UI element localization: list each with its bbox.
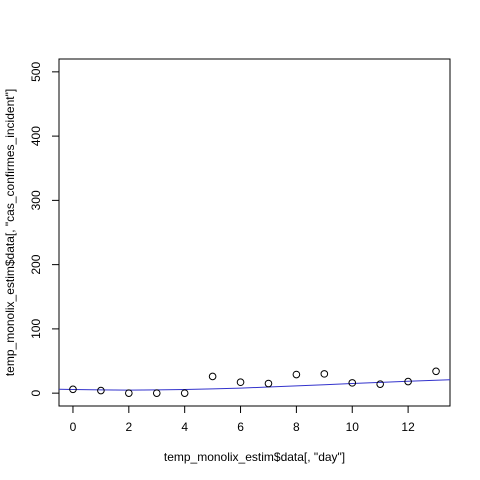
x-tick-label: 4 [181, 420, 188, 434]
y-tick-label: 500 [29, 62, 43, 82]
plot-frame [58, 58, 451, 407]
data-point [97, 386, 105, 395]
series-layer [58, 367, 451, 397]
y-tick-label: 0 [29, 389, 43, 396]
y-tick-label: 100 [29, 319, 43, 339]
x-tick-label: 12 [401, 420, 415, 434]
x-tick-label: 0 [70, 420, 77, 434]
data-point [348, 379, 357, 387]
data-point [264, 379, 273, 388]
x-tick-label: 2 [125, 420, 132, 434]
data-point [125, 389, 133, 397]
y-tick-label: 300 [29, 190, 43, 210]
y-axis: 0 100 200 300 400 500 [29, 62, 60, 396]
x-axis-title: temp_monolix_estim$data[, "day"] [164, 450, 345, 464]
data-point [320, 370, 329, 378]
data-point [236, 378, 245, 387]
data-point [376, 380, 384, 388]
data-point [292, 370, 301, 379]
data-point [404, 377, 412, 386]
data-point [152, 389, 161, 397]
x-axis: 0 2 4 6 8 10 12 [70, 405, 415, 434]
data-point [180, 389, 189, 397]
data-point [432, 367, 440, 376]
fit-line [58, 379, 451, 391]
x-tick-label: 10 [346, 420, 360, 434]
x-tick-label: 8 [293, 420, 300, 434]
x-tick-label: 6 [237, 420, 244, 434]
data-point [208, 372, 217, 381]
data-point [69, 385, 77, 394]
y-tick-label: 400 [29, 126, 43, 146]
y-tick-label: 200 [29, 254, 43, 274]
y-axis-title: temp_monolix_estim$data[, "cas_confirmes… [3, 89, 17, 376]
